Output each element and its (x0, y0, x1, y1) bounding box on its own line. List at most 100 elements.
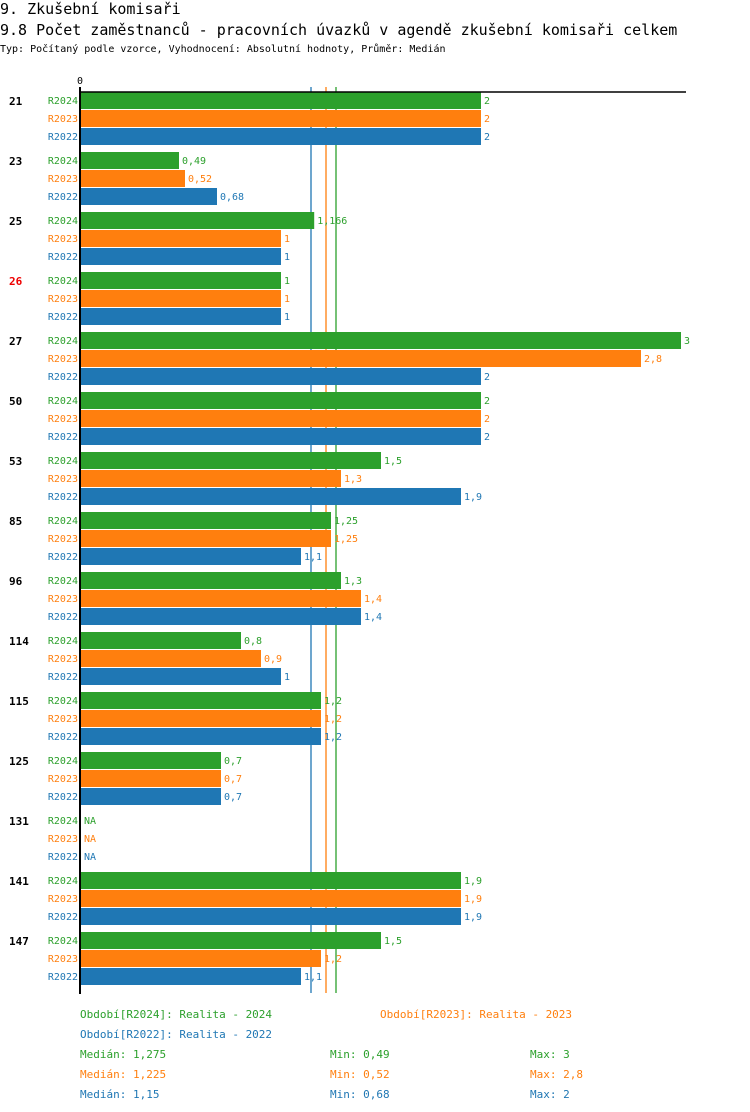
series-label: R2022 (48, 252, 78, 263)
bar (81, 488, 461, 505)
data-label: 0,52 (188, 174, 212, 185)
bar (81, 692, 321, 709)
series-label: R2022 (48, 492, 78, 503)
data-label: 0,8 (244, 636, 262, 647)
series-label: R2022 (48, 312, 78, 323)
data-label: 1 (284, 672, 290, 683)
bar (81, 530, 331, 547)
data-label: 1,9 (464, 894, 482, 905)
data-label: 2 (484, 432, 490, 443)
data-label: 1 (284, 234, 290, 245)
data-label: 1,9 (464, 912, 482, 923)
data-label: 1 (284, 252, 290, 263)
series-label: R2022 (48, 612, 78, 623)
category-label: 27 (9, 335, 22, 348)
series-label: R2024 (48, 276, 78, 287)
bar (81, 512, 331, 529)
min-r2024: Min: 0,49 (330, 1048, 390, 1061)
data-label: 3 (684, 336, 690, 347)
series-label: R2024 (48, 636, 78, 647)
max-r2024: Max: 3 (530, 1048, 570, 1061)
bar (81, 410, 481, 427)
data-label: 1,3 (344, 474, 362, 485)
bar (81, 350, 641, 367)
data-label: 1,166 (317, 216, 347, 227)
series-label: R2023 (48, 774, 78, 785)
series-label: R2023 (48, 234, 78, 245)
category-label: 21 (9, 95, 23, 108)
data-label: 2 (484, 396, 490, 407)
max-r2023: Max: 2,8 (530, 1068, 583, 1081)
category-label: 114 (9, 635, 29, 648)
series-label: R2024 (48, 576, 78, 587)
category-label: 141 (9, 875, 29, 888)
median-r2022: Medián: 1,15 (80, 1088, 160, 1101)
section-title: 9. Zkušební komisaři (0, 0, 181, 18)
series-label: R2024 (48, 756, 78, 767)
data-label: 1,2 (324, 696, 342, 707)
series-label: R2023 (48, 534, 78, 545)
data-label: NA (84, 834, 96, 845)
data-label: 1 (284, 294, 290, 305)
data-label: 1 (284, 276, 290, 287)
bar (81, 92, 481, 109)
series-label: R2024 (48, 456, 78, 467)
bar (81, 968, 301, 985)
data-label: 1,2 (324, 954, 342, 965)
data-label: 1,1 (304, 552, 322, 563)
data-label: 1,4 (364, 612, 382, 623)
data-label: 0,7 (224, 792, 242, 803)
series-label: R2024 (48, 816, 78, 827)
data-label: 2 (484, 96, 490, 107)
chart-title: 9.8 Počet zaměstnanců - pracovních úvazk… (0, 21, 678, 39)
category-label: 50 (9, 395, 22, 408)
bar (81, 368, 481, 385)
series-label: R2022 (48, 792, 78, 803)
data-label: 0,49 (182, 156, 206, 167)
data-label: 1,5 (384, 456, 402, 467)
data-label: 0,9 (264, 654, 282, 665)
data-label: 2 (484, 414, 490, 425)
series-label: R2024 (48, 936, 78, 947)
bar (81, 710, 321, 727)
series-label: R2023 (48, 894, 78, 905)
series-label: R2022 (48, 432, 78, 443)
series-label: R2022 (48, 912, 78, 923)
bar (81, 188, 217, 205)
data-label: 0,7 (224, 774, 242, 785)
bar (81, 650, 261, 667)
data-label: 2,8 (644, 354, 662, 365)
data-label: 1,4 (364, 594, 382, 605)
bar (81, 548, 301, 565)
series-label: R2024 (48, 96, 78, 107)
series-label: R2024 (48, 396, 78, 407)
series-label: R2022 (48, 732, 78, 743)
series-label: R2024 (48, 336, 78, 347)
series-label: R2022 (48, 972, 78, 983)
series-label: R2023 (48, 474, 78, 485)
bar (81, 170, 185, 187)
series-label: R2022 (48, 672, 78, 683)
data-label: 0,7 (224, 756, 242, 767)
category-label: 115 (9, 695, 29, 708)
bar (81, 152, 179, 169)
data-label: 1,1 (304, 972, 322, 983)
category-label: 125 (9, 755, 29, 768)
series-label: R2024 (48, 696, 78, 707)
max-r2022: Max: 2 (530, 1088, 570, 1101)
data-label: 1,25 (334, 534, 358, 545)
data-label: 1 (284, 312, 290, 323)
series-label: R2024 (48, 216, 78, 227)
bar (81, 608, 361, 625)
bar (81, 890, 461, 907)
bar (81, 110, 481, 127)
legend-r2023: Období[R2023]: Realita - 2023 (380, 1008, 573, 1021)
series-label: R2022 (48, 552, 78, 563)
series-label: R2023 (48, 714, 78, 725)
data-label: 2 (484, 114, 490, 125)
series-label: R2023 (48, 954, 78, 965)
bar (81, 632, 241, 649)
data-label: 1,2 (324, 714, 342, 725)
bar (81, 572, 341, 589)
